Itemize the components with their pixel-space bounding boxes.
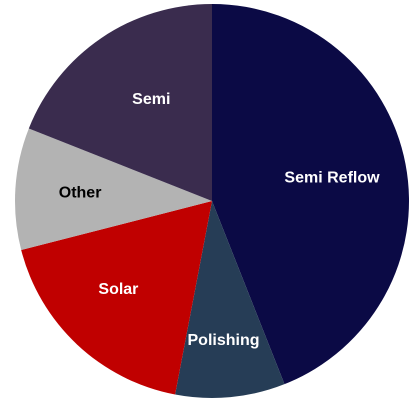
- pie-slice-solar: [21, 201, 212, 395]
- pie-slice-polishing: [175, 201, 285, 399]
- pie-labels: Semi Reflow Polishing Solar Other Semi: [59, 91, 380, 349]
- pie-label-other: Other: [59, 185, 102, 202]
- pie-label-polishing: Polishing: [188, 332, 260, 349]
- pie-slices: [14, 3, 410, 399]
- pie-label-semi-reflow: Semi Reflow: [284, 169, 380, 186]
- pie-slice-semi: [28, 4, 212, 201]
- pie-slice-semi-reflow: [212, 3, 410, 385]
- pie-slice-other: [14, 128, 212, 250]
- pie-label-solar: Solar: [98, 281, 138, 298]
- pie-label-semi: Semi: [132, 91, 170, 108]
